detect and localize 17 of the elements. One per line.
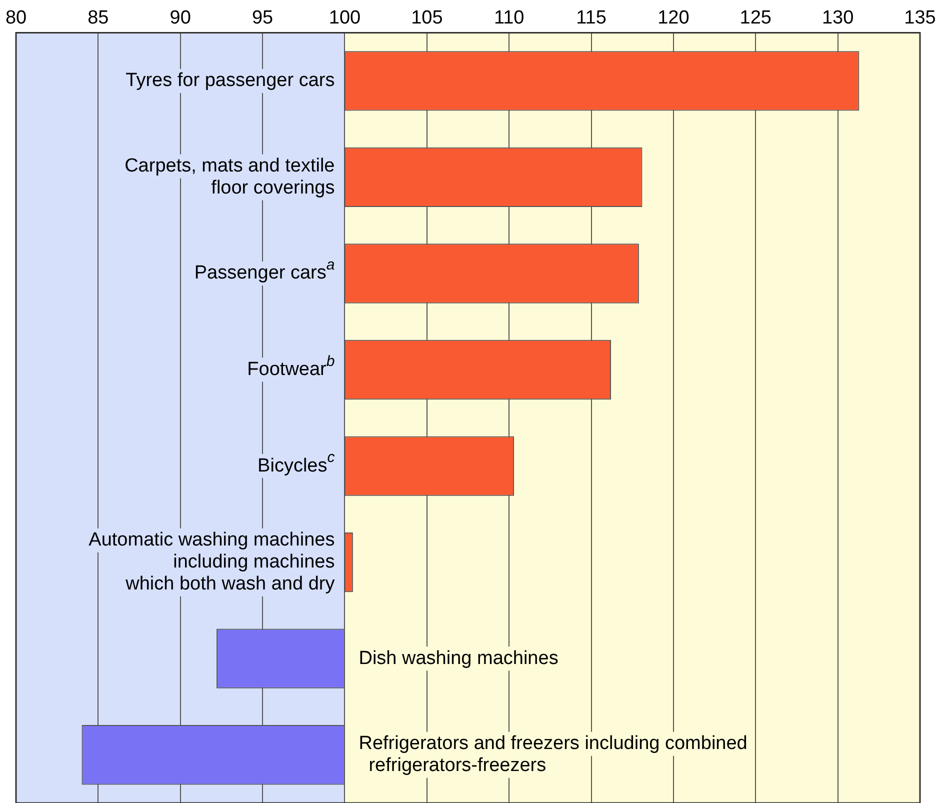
x-tick-label: 80 [5,8,27,29]
x-tick-label: 110 [494,8,524,29]
y-tick-label: Carpets, mats and textile floor coverings [124,155,335,198]
y-tick-label: Automatic washing machines including machines which both wash and dry [88,530,336,595]
x-tick-label: 135 [904,8,936,29]
y-tick-label: Dish washing machines [358,648,558,669]
x-tick-label: 130 [822,8,854,29]
x-tick-label: 90 [170,8,191,29]
x-tick-label: 100 [328,8,361,29]
x-tick-label: 125 [740,8,772,29]
x-tick-label: 85 [88,8,109,29]
x-tick-label: 105 [411,8,443,29]
y-tick-label: Refrigerators and freezers including combined refrigerators-freezers [358,733,748,776]
x-tick-label: 95 [252,8,274,29]
x-tick-label: 115 [576,8,606,29]
y-tick-label: Tyres for passenger cars [126,70,335,92]
x-tick-label: 120 [658,8,690,29]
